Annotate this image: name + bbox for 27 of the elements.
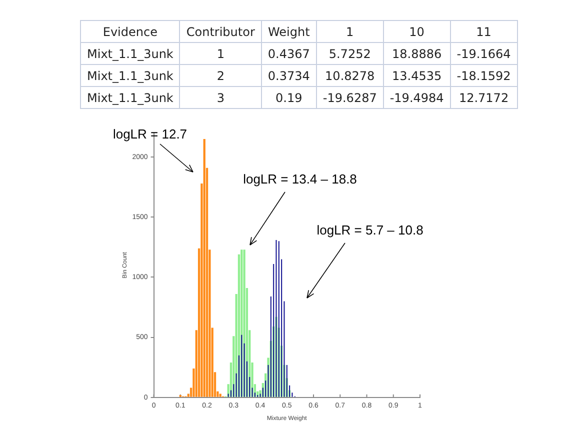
text: 5.7252 — [316, 42, 384, 64]
category-label: Contributor — [180, 20, 262, 42]
annotation: logLR = 12.7 — [112, 126, 188, 142]
text: -18.1592 — [450, 64, 518, 86]
category-label: 11 — [450, 20, 518, 42]
category-label: Evidence — [80, 20, 180, 42]
text: -19.6287 — [316, 86, 384, 108]
text: 1 — [316, 20, 384, 42]
text: 3 — [180, 86, 262, 108]
text: 10.8278 — [316, 64, 384, 86]
text: 13.4535 — [383, 64, 450, 86]
annotation: logLR = 5.7 – 10.8 — [316, 222, 424, 238]
text: Mixt_1.1_3unk — [80, 86, 180, 108]
text: 0.4367 — [261, 42, 316, 64]
annotation: logLR = 13.4 – 18.8 — [243, 172, 357, 187]
category-label: Weight — [261, 20, 316, 42]
text: 12.7172 — [450, 86, 518, 108]
category-label: 1 — [180, 42, 262, 64]
text: Mixt_1.1_3unk — [80, 64, 180, 86]
text: -19.4984 — [383, 86, 450, 108]
category-label: 10 — [383, 20, 450, 42]
text: 18.8886 — [383, 42, 450, 64]
text: -19.1664 — [450, 42, 518, 64]
text: 0.19 — [261, 86, 316, 108]
text: Mixt_1.1_3unk — [80, 42, 180, 64]
text: 2 — [180, 64, 262, 86]
text: 0.3734 — [261, 64, 316, 86]
